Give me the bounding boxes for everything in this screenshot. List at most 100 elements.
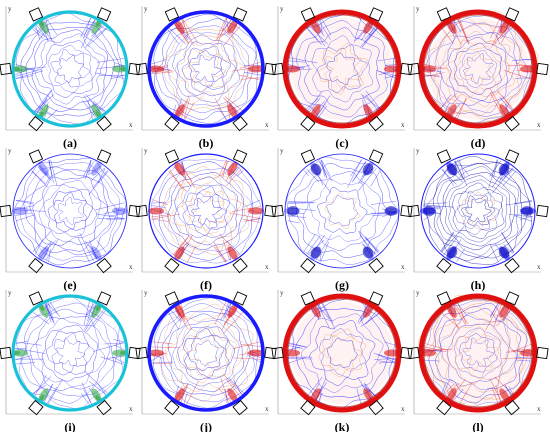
contour-field: [420, 156, 536, 265]
sensor-square: [300, 149, 316, 164]
axis-label-y: y: [416, 289, 420, 297]
sensor-square: [300, 257, 316, 274]
sensor-square: [436, 7, 452, 22]
boundary-ring: [11, 10, 129, 128]
axes: yx: [141, 289, 269, 415]
boundary-ring: [148, 153, 264, 269]
panel-i: yx(i): [0, 289, 141, 432]
contour-field: [284, 156, 400, 265]
contour-field: [12, 157, 128, 266]
sensor-square: [96, 7, 112, 22]
contour-field: [148, 158, 264, 264]
sensor-square: [164, 291, 180, 306]
axis-label-y: y: [8, 289, 12, 297]
panel-caption: (i): [64, 420, 75, 432]
sensor-square: [536, 62, 549, 76]
axes: yx: [141, 5, 269, 131]
sensor-square: [28, 115, 44, 132]
boundary-ring: [147, 10, 265, 128]
axis-label-y: y: [280, 147, 284, 155]
axis-label-x: x: [401, 263, 405, 271]
boundary-ring: [282, 293, 402, 413]
axis-label-x: x: [265, 405, 269, 413]
axis-label-y: y: [280, 5, 284, 13]
axis-label-y: y: [144, 147, 148, 155]
sensor-square: [271, 204, 284, 218]
panel-caption: (d): [471, 136, 486, 150]
contour-field: [12, 12, 128, 125]
axis-label-x: x: [401, 121, 405, 129]
sensor-square: [436, 115, 452, 132]
axes: yx: [413, 147, 541, 273]
sensor-square: [368, 149, 384, 164]
panel-caption: (k): [335, 420, 350, 432]
sensor-square: [436, 291, 452, 306]
sensor-square: [0, 346, 12, 360]
sensor-square: [135, 204, 148, 218]
axis-label-x: x: [537, 121, 541, 129]
sensor-square: [536, 204, 549, 218]
sensor-square: [368, 115, 384, 132]
sensor-square: [407, 62, 420, 76]
contour-field: [148, 297, 264, 409]
axis-label-y: y: [416, 147, 420, 155]
sensor-square: [128, 346, 141, 360]
sensor-square: [96, 257, 112, 274]
sensor-square: [232, 291, 248, 306]
panel-caption: (h): [471, 278, 486, 292]
sensor-square: [164, 115, 180, 132]
sensor-square: [504, 257, 520, 274]
sensor-square: [96, 115, 112, 132]
axis-label-x: x: [129, 121, 133, 129]
axis-label-x: x: [129, 405, 133, 413]
panel-caption: (c): [335, 136, 348, 150]
sensor-square: [232, 7, 248, 22]
sensor-square: [164, 257, 180, 274]
sensor-square: [407, 346, 420, 360]
axes: yx: [141, 147, 269, 273]
sensor-square: [400, 62, 413, 76]
axis-label-x: x: [537, 263, 541, 271]
boundary-ring: [147, 294, 265, 412]
contour-field: [284, 13, 400, 126]
sensor-square: [300, 399, 316, 416]
sensor-square: [28, 7, 44, 22]
sensor-square: [271, 62, 284, 76]
panel-a: yx(a): [0, 5, 141, 150]
axes: yx: [413, 5, 541, 131]
panel-l: yx (l): [407, 289, 549, 432]
panel-caption: (j): [200, 420, 212, 432]
axis-label-y: y: [8, 147, 12, 155]
axes: yx: [5, 289, 133, 415]
panel-caption: (f): [200, 278, 212, 292]
sensor-square: [28, 291, 44, 306]
sensor-square: [128, 204, 141, 218]
axis-label-x: x: [265, 121, 269, 129]
sensor-square: [504, 149, 520, 164]
sensor-square: [232, 257, 248, 274]
axis-label-x: x: [401, 405, 405, 413]
sensor-square: [232, 115, 248, 132]
boundary-ring: [284, 153, 400, 269]
boundary-ring: [282, 9, 402, 129]
boundary-ring: [418, 9, 538, 129]
axis-label-y: y: [144, 289, 148, 297]
axis-label-y: y: [144, 5, 148, 13]
sensor-square: [128, 62, 141, 76]
sensor-square: [400, 204, 413, 218]
panel-e: yx(e): [0, 147, 141, 292]
axes: yx: [413, 289, 541, 415]
axis-label-y: y: [416, 5, 420, 13]
sensor-square: [232, 149, 248, 164]
sensor-square: [28, 257, 44, 274]
sensor-square: [271, 346, 284, 360]
panel-caption: (b): [199, 136, 214, 150]
sensor-square: [368, 291, 384, 306]
panel-caption: (l): [472, 420, 483, 432]
axis-label-y: y: [8, 5, 12, 13]
boundary-ring: [12, 153, 128, 269]
sensor-square: [504, 7, 520, 22]
sensor-square: [504, 115, 520, 132]
axis-label-x: x: [265, 263, 269, 271]
